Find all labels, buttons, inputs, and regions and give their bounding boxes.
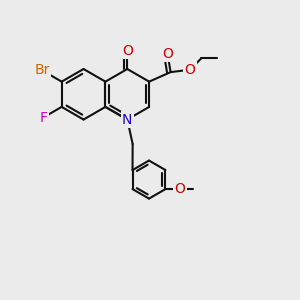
- Text: O: O: [122, 44, 133, 58]
- Text: O: O: [162, 47, 173, 61]
- Text: Br: Br: [35, 64, 50, 77]
- Text: F: F: [39, 111, 47, 124]
- Text: O: O: [184, 63, 195, 77]
- Text: N: N: [122, 112, 133, 127]
- Text: O: O: [174, 182, 185, 196]
